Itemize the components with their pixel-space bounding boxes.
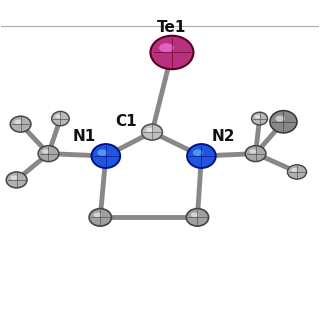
- Ellipse shape: [38, 146, 59, 162]
- Ellipse shape: [255, 115, 260, 118]
- Ellipse shape: [6, 172, 27, 188]
- Text: C1: C1: [116, 114, 137, 129]
- Ellipse shape: [186, 209, 209, 226]
- Text: N1: N1: [73, 129, 96, 144]
- Ellipse shape: [150, 36, 194, 69]
- Ellipse shape: [146, 128, 153, 132]
- Ellipse shape: [291, 168, 298, 172]
- Text: N2: N2: [212, 129, 236, 144]
- Ellipse shape: [249, 149, 257, 154]
- Ellipse shape: [193, 149, 203, 156]
- Ellipse shape: [245, 146, 266, 162]
- Ellipse shape: [89, 209, 111, 226]
- Ellipse shape: [142, 124, 162, 140]
- Ellipse shape: [270, 111, 297, 133]
- Ellipse shape: [287, 165, 307, 179]
- Ellipse shape: [97, 149, 107, 156]
- Ellipse shape: [93, 212, 101, 217]
- Ellipse shape: [10, 116, 31, 132]
- Ellipse shape: [191, 212, 198, 217]
- Ellipse shape: [42, 149, 50, 154]
- Ellipse shape: [52, 111, 69, 126]
- Ellipse shape: [55, 115, 61, 118]
- Ellipse shape: [275, 116, 285, 122]
- Ellipse shape: [14, 120, 22, 124]
- Ellipse shape: [187, 144, 216, 168]
- Ellipse shape: [11, 175, 18, 180]
- Ellipse shape: [92, 144, 120, 168]
- Ellipse shape: [159, 43, 174, 52]
- Text: Te1: Te1: [157, 20, 187, 35]
- Ellipse shape: [252, 112, 268, 125]
